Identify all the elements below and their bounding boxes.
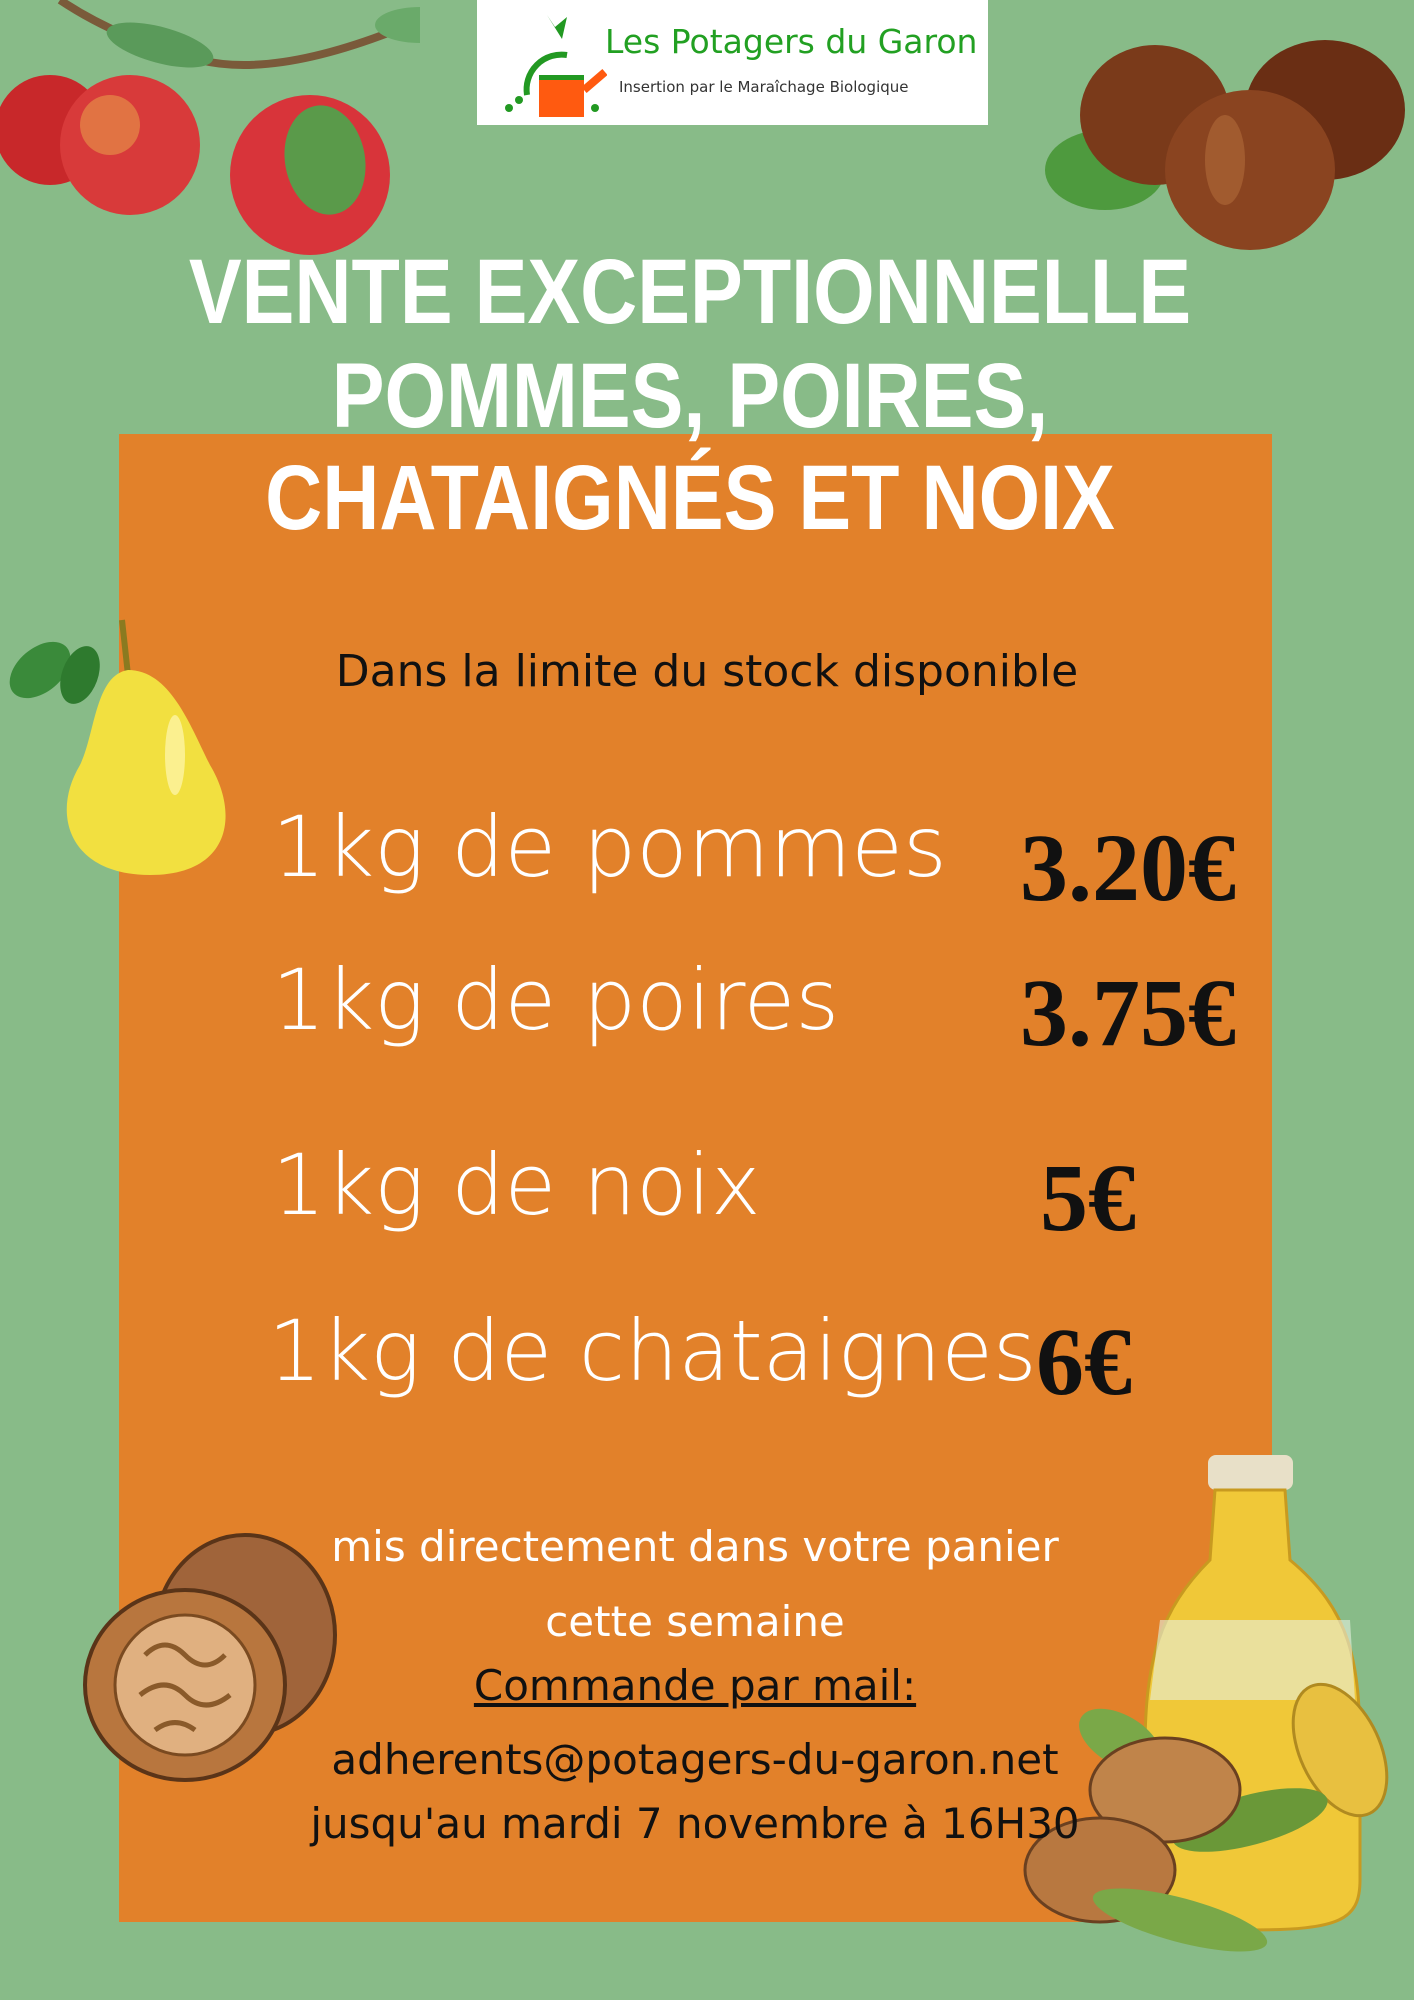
watering-can-logo: [505, 15, 607, 117]
pear-illustration: [9, 619, 226, 875]
chestnuts-illustration: [1045, 40, 1405, 250]
logo-tagline: Insertion par le Maraîchage Biologique: [619, 78, 909, 96]
logo: Les Potagers du Garon Insertion par le M…: [477, 0, 988, 125]
item-label-chataignes: 1kg de chataignes: [268, 1302, 1037, 1400]
stock-notice: Dans la limite du stock disponible: [335, 646, 1079, 697]
title-line-1: VENTE EXCEPTIONNELLE: [188, 241, 1192, 343]
footer-line-2: cette semaine: [545, 1597, 845, 1646]
title-line-2: POMMES, POIRES,: [331, 345, 1049, 447]
title-line-3: CHATAIGNÉS ET NOIX: [265, 447, 1115, 549]
order-deadline: jusqu'au mardi 7 novembre à 16H30: [310, 1799, 1080, 1848]
item-label-pommes: 1kg de pommes: [272, 798, 947, 896]
item-label-noix: 1kg de noix: [272, 1136, 761, 1234]
footer-line-1: mis directement dans votre panier: [331, 1522, 1059, 1571]
order-email[interactable]: adherents@potagers-du-garon.net: [331, 1735, 1059, 1784]
item-price-noix: 5€: [1040, 1144, 1136, 1251]
walnut-illustration: [83, 1533, 337, 1782]
logo-name: Les Potagers du Garon: [605, 22, 978, 61]
order-label: Commande par mail:: [473, 1661, 917, 1710]
item-price-chataignes: 6€: [1036, 1308, 1132, 1415]
oil-bottle-illustration: [1023, 1455, 1389, 1952]
item-price-poires: 3.75€: [1020, 959, 1236, 1066]
apples-illustration: [0, 0, 420, 255]
item-label-poires: 1kg de poires: [272, 951, 840, 1049]
item-price-pommes: 3.20€: [1020, 814, 1236, 921]
